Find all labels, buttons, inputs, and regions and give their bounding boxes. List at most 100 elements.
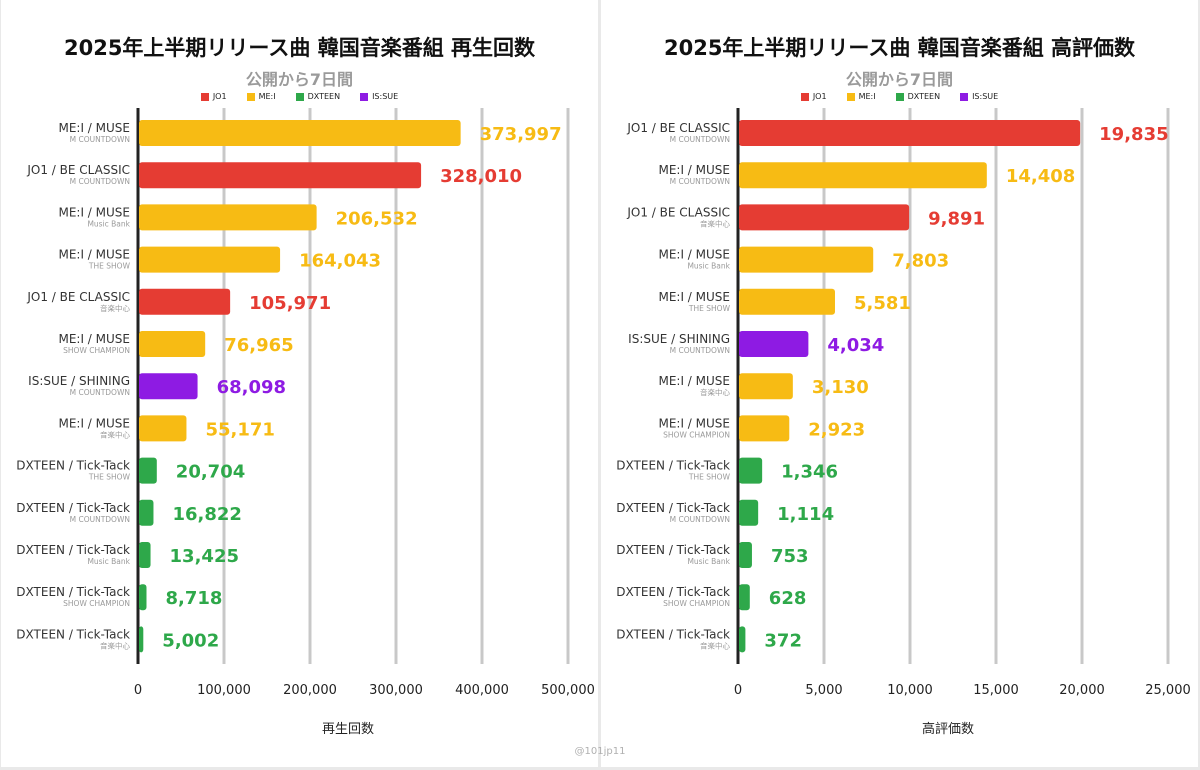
category-label: ME:I / MUSE [658, 163, 730, 177]
data-label: 3,130 [812, 377, 869, 398]
category-label: JO1 / BE CLASSIC [26, 290, 130, 304]
bar [739, 204, 910, 231]
legend-swatch [360, 92, 369, 101]
bar [139, 415, 187, 442]
data-label: 1,114 [777, 504, 834, 525]
category-sublabel: 音楽中心 [100, 429, 130, 439]
x-axis-label: 高評価数 [922, 721, 974, 737]
bar [139, 584, 147, 611]
bar [739, 626, 746, 653]
bar [739, 162, 987, 189]
chart-legend: JO1 ME:I DXTEEN IS:SUE [1, 92, 598, 101]
x-tick-label: 300,000 [369, 683, 423, 698]
legend-swatch [895, 92, 904, 101]
chart-subtitle: 公開から7日間 [245, 70, 354, 89]
category-sublabel: THE SHOW [688, 304, 731, 313]
bar [739, 331, 809, 357]
bar [139, 499, 154, 526]
likes-chart-panel: 2025年上半期リリース曲 韓国音楽番組 高評価数 公開から7日間 JO1 ME… [601, 0, 1198, 767]
bar [139, 542, 151, 568]
data-label: 628 [769, 588, 807, 609]
category-label: DXTEEN / Tick-Tack [616, 627, 730, 641]
category-sublabel: M COUNTDOWN [670, 346, 730, 355]
legend-label: ME:I [258, 92, 276, 101]
bar [139, 373, 198, 400]
category-label: DXTEEN / Tick-Tack [16, 459, 130, 473]
x-tick-label: 15,000 [973, 683, 1019, 698]
data-label: 55,171 [205, 419, 274, 440]
views-chart-panel: 2025年上半期リリース曲 韓国音楽番組 再生回数 公開から7日間 JO1 ME… [1, 0, 598, 767]
category-label: DXTEEN / Tick-Tack [16, 585, 130, 599]
category-sublabel: Music Bank [87, 557, 130, 566]
legend-swatch [960, 92, 969, 101]
legend-label: IS:SUE [972, 92, 999, 101]
data-label: 13,425 [170, 546, 239, 567]
watermark: @101jp11 [574, 746, 626, 757]
category-sublabel: SHOW CHAMPION [663, 599, 730, 608]
category-label: DXTEEN / Tick-Tack [616, 543, 730, 557]
category-label: IS:SUE / SHINING [28, 374, 130, 388]
x-axis-label: 再生回数 [322, 722, 374, 737]
bar [739, 542, 752, 568]
legend-label: JO1 [812, 92, 827, 101]
data-label: 328,010 [440, 166, 522, 187]
data-label: 5,002 [162, 630, 219, 651]
data-label: 14,408 [1006, 166, 1075, 187]
x-tick-label: 100,000 [197, 683, 251, 698]
category-sublabel: M COUNTDOWN [670, 515, 730, 524]
legend-label: IS:SUE [372, 92, 399, 101]
data-label: 1,346 [781, 462, 838, 483]
category-label: ME:I / MUSE [58, 332, 130, 346]
data-label: 4,034 [827, 335, 884, 356]
data-label: 5,581 [854, 293, 911, 314]
bar [139, 457, 157, 484]
category-sublabel: THE SHOW [688, 473, 731, 482]
bar [139, 626, 144, 653]
views-bar-chart: 0 100,000 200,000 300,000 400,000 500,000 再生回数… [16, 108, 595, 737]
legend-label: DXTEEN [907, 92, 941, 101]
x-tick-label: 5,000 [805, 683, 842, 698]
category-sublabel: M COUNTDOWN [70, 388, 130, 397]
bar [739, 120, 1081, 146]
legend-label: JO1 [212, 92, 227, 101]
likes-bar-chart: 0 5,000 10,000 15,000 20,000 25,000 高評価数 19,835… [616, 108, 1191, 737]
category-sublabel: 音楽中心 [100, 640, 130, 650]
x-tick-label: 10,000 [887, 683, 933, 698]
category-sublabel: SHOW CHAMPION [63, 599, 130, 608]
category-label: DXTEEN / Tick-Tack [616, 585, 730, 599]
bar [739, 415, 790, 442]
legend-label: ME:I [858, 92, 876, 101]
category-sublabel: THE SHOW [88, 262, 131, 271]
bar [139, 246, 281, 273]
legend-item-dxteen: DXTEEN [895, 92, 941, 101]
bar [139, 162, 422, 189]
category-label: ME:I / MUSE [658, 290, 730, 304]
category-label: DXTEEN / Tick-Tack [616, 459, 730, 473]
data-label: 8,718 [165, 588, 222, 609]
data-label: 206,532 [336, 208, 418, 229]
legend-item-issue: IS:SUE [960, 92, 998, 101]
chart-title: 2025年上半期リリース曲 韓国音楽番組 高評価数 [663, 36, 1136, 60]
data-label: 16,822 [172, 504, 241, 525]
category-sublabel: THE SHOW [88, 473, 131, 482]
bar [739, 584, 750, 611]
bar [139, 120, 461, 146]
bar [739, 499, 759, 526]
legend-swatch [295, 92, 304, 101]
category-label: ME:I / MUSE [658, 374, 730, 388]
bar [739, 373, 793, 400]
category-sublabel: 音楽中心 [700, 387, 730, 397]
category-label: DXTEEN / Tick-Tack [16, 627, 130, 641]
chart-title: 2025年上半期リリース曲 韓国音楽番組 再生回数 [63, 36, 536, 60]
category-label: JO1 / BE CLASSIC [26, 163, 130, 177]
x-tick-label: 500,000 [541, 683, 595, 698]
category-label: ME:I / MUSE [58, 248, 130, 262]
legend-item-dxteen: DXTEEN [295, 92, 340, 101]
category-sublabel: M COUNTDOWN [70, 135, 130, 144]
category-sublabel: 音楽中心 [100, 303, 130, 313]
category-sublabel: Music Bank [87, 219, 130, 228]
x-tick-label: 200,000 [283, 683, 337, 698]
category-sublabel: M COUNTDOWN [70, 177, 130, 186]
category-label: ME:I / MUSE [658, 248, 730, 262]
bar [739, 288, 835, 315]
